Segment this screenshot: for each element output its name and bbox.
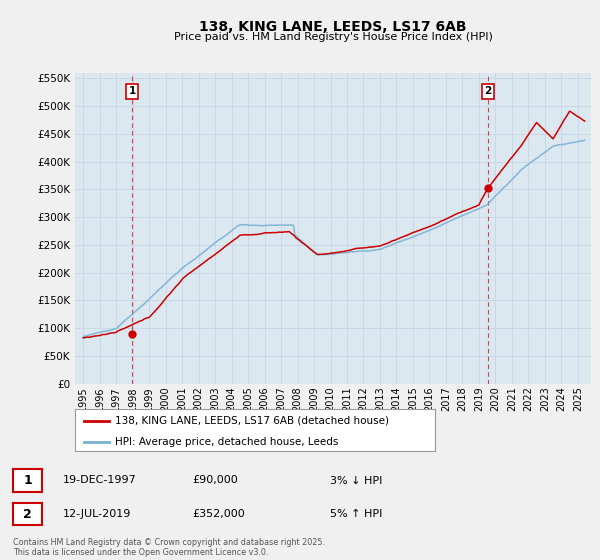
Text: 138, KING LANE, LEEDS, LS17 6AB: 138, KING LANE, LEEDS, LS17 6AB bbox=[199, 20, 467, 34]
Text: 2: 2 bbox=[484, 86, 491, 96]
Text: 1: 1 bbox=[128, 86, 136, 96]
Text: Contains HM Land Registry data © Crown copyright and database right 2025.
This d: Contains HM Land Registry data © Crown c… bbox=[13, 538, 325, 557]
Text: 19-DEC-1997: 19-DEC-1997 bbox=[63, 475, 137, 486]
Text: 2: 2 bbox=[23, 507, 32, 521]
Text: 12-JUL-2019: 12-JUL-2019 bbox=[63, 509, 131, 519]
Text: £352,000: £352,000 bbox=[192, 509, 245, 519]
Text: 5% ↑ HPI: 5% ↑ HPI bbox=[330, 509, 382, 519]
Text: Price paid vs. HM Land Registry's House Price Index (HPI): Price paid vs. HM Land Registry's House … bbox=[173, 32, 493, 43]
Text: 3% ↓ HPI: 3% ↓ HPI bbox=[330, 475, 382, 486]
Text: £90,000: £90,000 bbox=[192, 475, 238, 486]
Text: 138, KING LANE, LEEDS, LS17 6AB (detached house): 138, KING LANE, LEEDS, LS17 6AB (detache… bbox=[115, 416, 389, 426]
Text: 1: 1 bbox=[23, 474, 32, 487]
Text: HPI: Average price, detached house, Leeds: HPI: Average price, detached house, Leed… bbox=[115, 437, 338, 446]
